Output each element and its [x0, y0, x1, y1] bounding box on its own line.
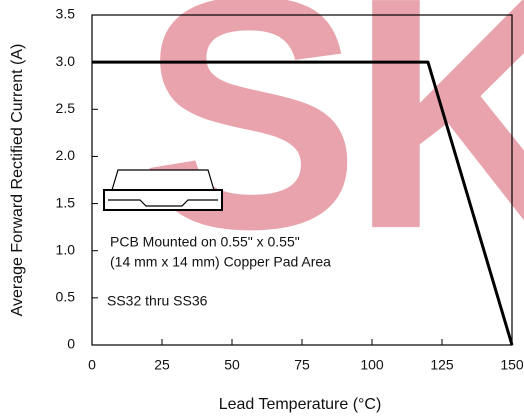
package-icon [103, 169, 223, 211]
annotation: SS32 thru SS36 [107, 293, 208, 309]
annotation: PCB Mounted on 0.55" x 0.55" [110, 234, 300, 250]
y-tick-label: 0.5 [56, 289, 76, 305]
line [92, 60, 514, 346]
x-tick-label: 125 [430, 357, 454, 373]
y-tick-label: 1.5 [56, 194, 76, 210]
y-tick-label: 2.5 [56, 100, 76, 116]
watermark: SK [140, 0, 524, 297]
y-tick-label: 1.0 [56, 241, 76, 257]
y-tick-label: 3.5 [56, 6, 76, 22]
x-tick-label: 75 [294, 357, 310, 373]
y-tick-label: 2.0 [56, 147, 76, 163]
annotation: (14 mm x 14 mm) Copper Pad Area [110, 254, 331, 270]
x-tick-label: 0 [88, 357, 96, 373]
y-tick-label: 0 [67, 336, 75, 352]
x-tick-label: 150 [500, 357, 524, 373]
x-axis-label: Lead Temperature (°C) [219, 396, 382, 413]
y-axis-label: Average Forward Rectified Current (A) [9, 44, 26, 317]
x-tick-label: 25 [154, 357, 170, 373]
y-tick-label: 3.0 [56, 53, 76, 69]
x-tick-label: 100 [360, 357, 384, 373]
x-tick-label: 50 [224, 357, 240, 373]
watermark-group: SK [140, 0, 524, 297]
